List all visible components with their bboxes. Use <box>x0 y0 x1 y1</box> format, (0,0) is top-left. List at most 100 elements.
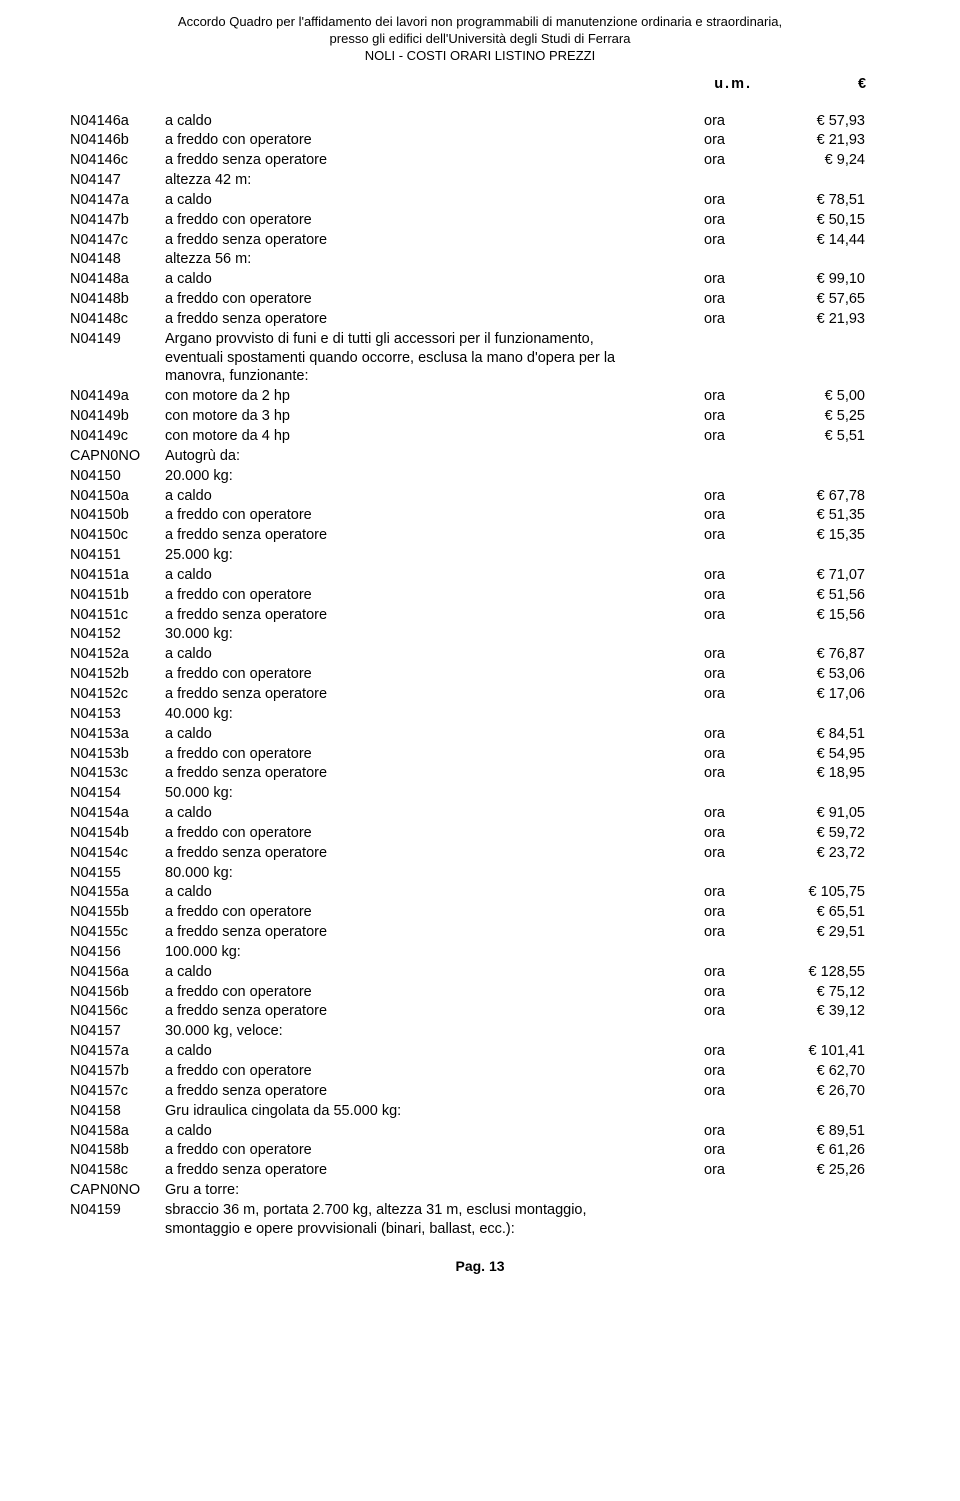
row-price: € 15,35 <box>755 526 865 545</box>
row-price: € 50,15 <box>755 211 865 230</box>
row-description: 100.000 kg: <box>165 943 655 962</box>
row-unit: ora <box>655 804 755 823</box>
row-price: € 59,72 <box>755 824 865 843</box>
table-row: N04156ca freddo senza operatoreora€ 39,1… <box>70 1002 890 1021</box>
row-price: € 5,51 <box>755 427 865 446</box>
row-unit: ora <box>655 131 755 150</box>
row-description: a freddo senza operatore <box>165 1002 655 1021</box>
row-description: a freddo senza operatore <box>165 606 655 625</box>
table-row: N04157ba freddo con operatoreora€ 62,70 <box>70 1062 890 1081</box>
table-row: N04146ba freddo con operatoreora€ 21,93 <box>70 131 890 150</box>
row-code: N04158a <box>70 1122 165 1141</box>
row-unit: ora <box>655 685 755 704</box>
table-row: N04154ba freddo con operatoreora€ 59,72 <box>70 824 890 843</box>
row-code: N04152c <box>70 685 165 704</box>
row-unit: ora <box>655 903 755 922</box>
row-code: CAPN0NO <box>70 1181 165 1200</box>
row-code: N04149 <box>70 330 165 349</box>
row-code: N04154b <box>70 824 165 843</box>
row-description: 50.000 kg: <box>165 784 655 803</box>
row-price: € 53,06 <box>755 665 865 684</box>
table-row: N04149Argano provvisto di funi e di tutt… <box>70 330 890 387</box>
row-code: N04154 <box>70 784 165 803</box>
row-description: a freddo senza operatore <box>165 764 655 783</box>
table-row: N04151ba freddo con operatoreora€ 51,56 <box>70 586 890 605</box>
row-description: a freddo con operatore <box>165 1141 655 1160</box>
row-unit: ora <box>655 310 755 329</box>
row-code: N04156b <box>70 983 165 1002</box>
row-description: a caldo <box>165 1042 655 1061</box>
row-description: a freddo con operatore <box>165 290 655 309</box>
row-code: N04157c <box>70 1082 165 1101</box>
row-unit: ora <box>655 1002 755 1021</box>
row-description: a freddo senza operatore <box>165 526 655 545</box>
row-description: a freddo con operatore <box>165 665 655 684</box>
table-row: N04147aa caldoora€ 78,51 <box>70 191 890 210</box>
row-description: a caldo <box>165 963 655 982</box>
row-description: a caldo <box>165 112 655 131</box>
row-price: € 75,12 <box>755 983 865 1002</box>
row-description: Autogrù da: <box>165 447 655 466</box>
row-code: N04153a <box>70 725 165 744</box>
row-code: N04149b <box>70 407 165 426</box>
row-price: € 21,93 <box>755 131 865 150</box>
row-price: € 89,51 <box>755 1122 865 1141</box>
row-description: a caldo <box>165 191 655 210</box>
row-code: N04151c <box>70 606 165 625</box>
row-unit: ora <box>655 270 755 289</box>
row-code: N04156c <box>70 1002 165 1021</box>
row-unit: ora <box>655 764 755 783</box>
row-description: a freddo con operatore <box>165 131 655 150</box>
table-row: CAPN0NOGru a torre: <box>70 1181 890 1200</box>
row-code: N04147b <box>70 211 165 230</box>
row-price: € 76,87 <box>755 645 865 664</box>
row-code: N04159 <box>70 1201 165 1220</box>
row-price: € 65,51 <box>755 903 865 922</box>
table-row: N04150ca freddo senza operatoreora€ 15,3… <box>70 526 890 545</box>
row-price: € 67,78 <box>755 487 865 506</box>
row-description: a freddo senza operatore <box>165 231 655 250</box>
row-price: € 23,72 <box>755 844 865 863</box>
table-row: N04158ba freddo con operatoreora€ 61,26 <box>70 1141 890 1160</box>
row-description: con motore da 2 hp <box>165 387 655 406</box>
row-unit: ora <box>655 526 755 545</box>
row-description: a freddo con operatore <box>165 506 655 525</box>
table-row: N04150ba freddo con operatoreora€ 51,35 <box>70 506 890 525</box>
row-code: N04149a <box>70 387 165 406</box>
row-price: € 14,44 <box>755 231 865 250</box>
row-unit: ora <box>655 1161 755 1180</box>
row-unit: ora <box>655 665 755 684</box>
row-description: a freddo senza operatore <box>165 1161 655 1180</box>
row-code: N04154c <box>70 844 165 863</box>
row-price: € 51,35 <box>755 506 865 525</box>
row-unit: ora <box>655 963 755 982</box>
row-price: € 51,56 <box>755 586 865 605</box>
row-code: N04151a <box>70 566 165 585</box>
row-code: N04155c <box>70 923 165 942</box>
row-price: € 21,93 <box>755 310 865 329</box>
row-unit: ora <box>655 844 755 863</box>
column-euro-label: € <box>756 75 866 94</box>
row-description: a freddo senza operatore <box>165 151 655 170</box>
row-description: a freddo senza operatore <box>165 923 655 942</box>
page-number: Pag. 13 <box>455 1258 504 1274</box>
row-description: a freddo senza operatore <box>165 1082 655 1101</box>
row-price: € 99,10 <box>755 270 865 289</box>
row-price: € 5,00 <box>755 387 865 406</box>
table-row: N04158aa caldoora€ 89,51 <box>70 1122 890 1141</box>
row-code: N04156a <box>70 963 165 982</box>
row-unit: ora <box>655 506 755 525</box>
row-code: N04158 <box>70 1102 165 1121</box>
row-unit: ora <box>655 1082 755 1101</box>
row-description: a caldo <box>165 725 655 744</box>
row-code: N04151b <box>70 586 165 605</box>
row-unit: ora <box>655 1042 755 1061</box>
table-row: N04156100.000 kg: <box>70 943 890 962</box>
table-row: N04147altezza 42 m: <box>70 171 890 190</box>
row-code: N04152 <box>70 625 165 644</box>
row-price: € 39,12 <box>755 1002 865 1021</box>
table-row: N04151aa caldoora€ 71,07 <box>70 566 890 585</box>
row-price: € 62,70 <box>755 1062 865 1081</box>
row-unit: ora <box>655 566 755 585</box>
header-line-2: presso gli edifici dell'Università degli… <box>70 31 890 48</box>
